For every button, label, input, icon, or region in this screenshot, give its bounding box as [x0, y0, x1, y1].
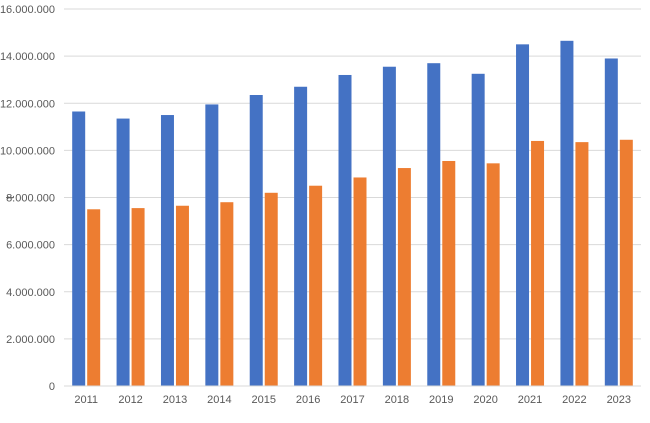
- x-tick-label: 2014: [207, 394, 231, 406]
- bar: [116, 118, 130, 387]
- y-tick-label: 14.000.000: [0, 51, 55, 63]
- bar: [442, 160, 456, 386]
- bar: [160, 115, 174, 386]
- bar: [486, 163, 500, 386]
- bar: [249, 95, 263, 387]
- bar: [175, 205, 189, 386]
- x-axis-ticks: 2011 2012 2013 2014 2015 2016 2017 2018 2019 2020…: [74, 394, 631, 406]
- bar: [604, 58, 618, 386]
- y-tick-label: 0: [49, 381, 55, 393]
- bar: [575, 142, 589, 386]
- bar: [338, 74, 352, 386]
- y-tick-label: 8.000.000: [6, 193, 55, 205]
- y-tick-label: 16.000.000: [0, 4, 55, 16]
- bar: [264, 192, 278, 386]
- bar: [131, 208, 145, 386]
- x-tick-label: 2022: [562, 394, 586, 406]
- bar: [72, 111, 86, 386]
- bar: [397, 168, 411, 386]
- x-tick-label: 2016: [296, 394, 320, 406]
- x-tick-label: 2015: [251, 394, 275, 406]
- bar: [427, 63, 441, 386]
- x-tick-label: 2012: [118, 394, 142, 406]
- bar: [471, 73, 485, 386]
- bar: [382, 66, 396, 387]
- x-tick-label: 2023: [607, 394, 631, 406]
- bar: [294, 86, 308, 386]
- bar: [619, 139, 633, 386]
- bar: [87, 209, 101, 386]
- y-tick-label: 12.000.000: [0, 98, 55, 110]
- bar: [353, 177, 367, 386]
- y-tick-label: 6.000.000: [6, 240, 55, 252]
- y-tick-label: 2.000.000: [6, 334, 55, 346]
- x-tick-label: 2019: [429, 394, 453, 406]
- gridlines: [64, 8, 641, 340]
- bars: [72, 40, 633, 387]
- bar: [309, 185, 323, 386]
- y-tick-label: 10.000.000: [0, 145, 55, 157]
- x-tick-label: 2021: [518, 394, 542, 406]
- bar: [220, 202, 234, 386]
- bar: [516, 44, 530, 386]
- y-axis-ticks: 0 2.000.000 4.000.000 6.000.000 8.000.000 10.…: [0, 4, 55, 393]
- bar: [531, 140, 545, 386]
- bar: [560, 40, 574, 386]
- x-tick-label: 2011: [74, 394, 98, 406]
- y-axis-label: t: [3, 195, 17, 199]
- x-tick-label: 2017: [340, 394, 364, 406]
- bar: [205, 104, 219, 386]
- x-tick-label: 2018: [385, 394, 409, 406]
- x-tick-label: 2020: [473, 394, 497, 406]
- y-tick-label: 4.000.000: [6, 287, 55, 299]
- x-tick-label: 2013: [163, 394, 187, 406]
